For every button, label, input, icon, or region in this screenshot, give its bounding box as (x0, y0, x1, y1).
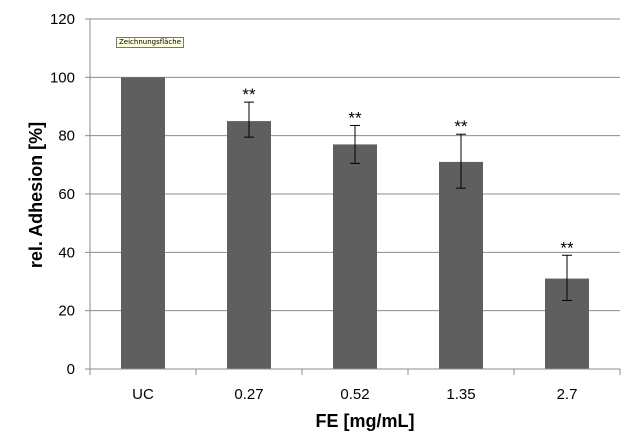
y-tick-label: 20 (58, 303, 75, 320)
x-tick-label: UC (132, 386, 154, 403)
error-bars (244, 101, 572, 301)
x-tick-label: 0.52 (340, 386, 369, 403)
bar-1.35 (439, 161, 483, 369)
y-tick-label: 100 (50, 69, 75, 86)
x-tick-label: 2.7 (557, 386, 578, 403)
y-tick-label: 40 (58, 244, 75, 261)
y-tick-labels: 0 20 40 60 80 100 120 (50, 11, 90, 378)
y-tick-label: 0 (67, 361, 75, 378)
bars (121, 77, 589, 369)
significance-marker: ** (560, 238, 574, 257)
y-tick-label: 80 (58, 128, 75, 145)
drawing-area-tooltip: Zeichnungsfläche (116, 37, 185, 48)
significance-annotations: ** ** ** ** (242, 85, 574, 257)
y-axis-label: rel. Adhesion [%] (26, 122, 46, 268)
significance-marker: ** (242, 85, 256, 104)
x-tick-labels: UC 0.27 0.52 1.35 2.7 (132, 386, 577, 403)
x-axis-label: FE [mg/mL] (316, 411, 415, 431)
significance-marker: ** (348, 108, 362, 127)
x-tick-label: 1.35 (446, 386, 475, 403)
y-tick-label: 60 (58, 186, 75, 203)
bar-0.27 (227, 121, 271, 369)
x-tick-label: 0.27 (234, 386, 263, 403)
bar-0.52 (333, 144, 377, 369)
bar-UC (121, 77, 165, 369)
significance-marker: ** (454, 117, 468, 136)
y-tick-label: 120 (50, 11, 75, 28)
